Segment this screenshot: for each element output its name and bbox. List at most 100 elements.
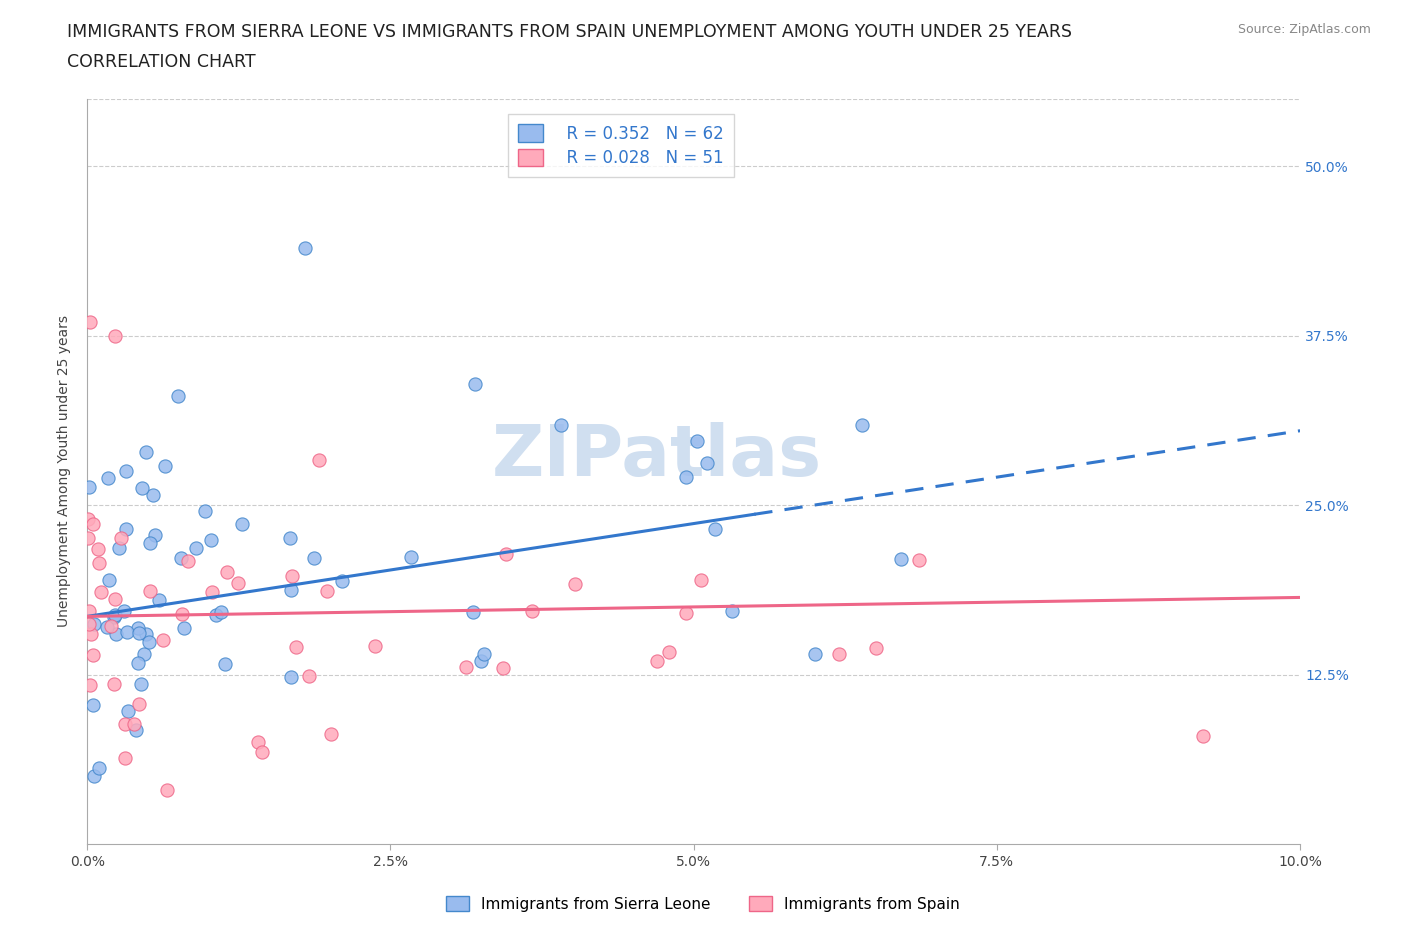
Point <box>564 577 586 591</box>
Point <box>112 604 135 618</box>
Point <box>209 604 232 619</box>
Point <box>675 470 697 485</box>
Point <box>201 585 224 600</box>
Point <box>105 627 128 642</box>
Point <box>828 647 851 662</box>
Point <box>128 697 150 711</box>
Point <box>675 605 697 620</box>
Point <box>156 782 179 797</box>
Point <box>131 481 153 496</box>
Point <box>124 716 146 731</box>
Point <box>550 418 572 432</box>
Point <box>170 551 193 565</box>
Point <box>454 659 477 674</box>
Text: Source: ZipAtlas.com: Source: ZipAtlas.com <box>1237 23 1371 36</box>
Point <box>104 328 127 343</box>
Point <box>83 769 105 784</box>
Point <box>492 660 515 675</box>
Text: ZIPatlas: ZIPatlas <box>492 422 823 491</box>
Point <box>173 620 195 635</box>
Point <box>153 458 176 473</box>
Point <box>696 455 718 470</box>
Point <box>114 464 136 479</box>
Point <box>79 479 101 494</box>
Point <box>135 445 157 459</box>
Point <box>129 677 152 692</box>
Legend: Immigrants from Sierra Leone, Immigrants from Spain: Immigrants from Sierra Leone, Immigrants… <box>440 889 966 918</box>
Point <box>117 703 139 718</box>
Point <box>96 471 118 485</box>
Point <box>278 531 301 546</box>
Point <box>103 607 125 622</box>
Point <box>177 553 200 568</box>
Point <box>170 607 193 622</box>
Point <box>79 678 101 693</box>
Point <box>77 530 100 545</box>
Y-axis label: Unemployment Among Youth under 25 years: Unemployment Among Youth under 25 years <box>58 315 72 628</box>
Text: IMMIGRANTS FROM SIERRA LEONE VS IMMIGRANTS FROM SPAIN UNEMPLOYMENT AMONG YOUTH U: IMMIGRANTS FROM SIERRA LEONE VS IMMIGRAN… <box>67 23 1073 41</box>
Point <box>851 418 873 432</box>
Point <box>167 389 190 404</box>
Point <box>82 517 104 532</box>
Point <box>82 647 104 662</box>
Point <box>108 540 131 555</box>
Point <box>226 576 249 591</box>
Point <box>250 745 273 760</box>
Point <box>658 644 681 659</box>
Point <box>90 585 112 600</box>
Point <box>645 654 668 669</box>
Point <box>76 512 98 526</box>
Point <box>89 556 111 571</box>
Point <box>685 433 707 448</box>
Point <box>186 540 208 555</box>
Point <box>103 676 125 691</box>
Point <box>127 621 149 636</box>
Point <box>114 717 136 732</box>
Point <box>82 698 104 712</box>
Point <box>96 619 118 634</box>
Point <box>298 669 321 684</box>
Point <box>138 634 160 649</box>
Point <box>128 626 150 641</box>
Point <box>127 656 149 671</box>
Point <box>110 530 132 545</box>
Point <box>703 522 725 537</box>
Point <box>321 726 343 741</box>
Point <box>148 592 170 607</box>
Point <box>281 569 304 584</box>
Point <box>139 536 162 551</box>
Point <box>294 240 316 255</box>
Point <box>115 625 138 640</box>
Point <box>890 551 912 566</box>
Point <box>804 647 827 662</box>
Point <box>399 550 422 565</box>
Text: CORRELATION CHART: CORRELATION CHART <box>67 53 256 71</box>
Point <box>125 723 148 737</box>
Point <box>231 516 253 531</box>
Point <box>83 617 105 631</box>
Point <box>79 315 101 330</box>
Point <box>114 751 136 765</box>
Point <box>139 583 162 598</box>
Point <box>690 573 713 588</box>
Point <box>194 504 217 519</box>
Point <box>100 619 122 634</box>
Point <box>316 584 339 599</box>
Point <box>204 607 226 622</box>
Point <box>135 627 157 642</box>
Point <box>103 610 125 625</box>
Point <box>908 553 931 568</box>
Point <box>495 546 517 561</box>
Point <box>470 654 492 669</box>
Point <box>330 574 353 589</box>
Point <box>98 573 121 588</box>
Point <box>364 638 387 653</box>
Point <box>865 640 887 655</box>
Point <box>520 604 543 618</box>
Point <box>80 626 103 641</box>
Point <box>463 604 485 619</box>
Point <box>200 533 222 548</box>
Point <box>721 604 744 618</box>
Point <box>217 565 239 579</box>
Point <box>77 604 100 618</box>
